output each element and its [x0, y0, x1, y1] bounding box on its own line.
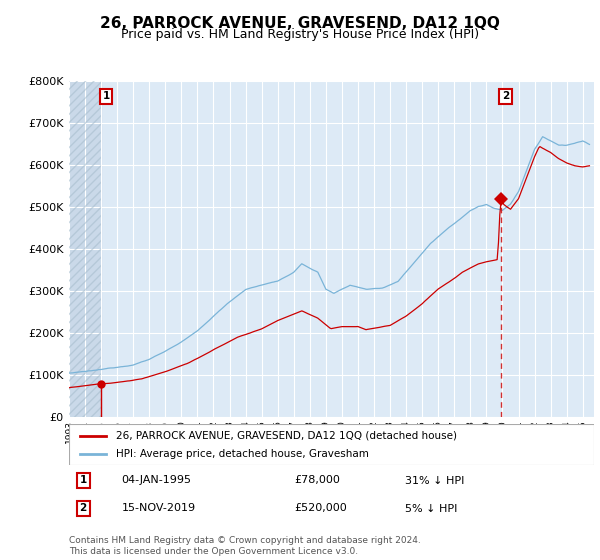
- Text: 2: 2: [79, 503, 87, 514]
- Bar: [69, 81, 101, 417]
- Text: 5% ↓ HPI: 5% ↓ HPI: [405, 503, 457, 514]
- Text: 26, PARROCK AVENUE, GRAVESEND, DA12 1QQ: 26, PARROCK AVENUE, GRAVESEND, DA12 1QQ: [100, 16, 500, 31]
- Bar: [69, 81, 101, 417]
- Text: Price paid vs. HM Land Registry's House Price Index (HPI): Price paid vs. HM Land Registry's House …: [121, 28, 479, 41]
- Text: 15-NOV-2019: 15-NOV-2019: [121, 503, 196, 514]
- Text: 1: 1: [79, 475, 87, 486]
- Text: £78,000: £78,000: [295, 475, 341, 486]
- Text: 1: 1: [103, 91, 110, 101]
- Text: 31% ↓ HPI: 31% ↓ HPI: [405, 475, 464, 486]
- Text: 04-JAN-1995: 04-JAN-1995: [121, 475, 191, 486]
- Text: Contains HM Land Registry data © Crown copyright and database right 2024.
This d: Contains HM Land Registry data © Crown c…: [69, 536, 421, 556]
- Text: £520,000: £520,000: [295, 503, 347, 514]
- Text: HPI: Average price, detached house, Gravesham: HPI: Average price, detached house, Grav…: [116, 449, 369, 459]
- Text: 2: 2: [502, 91, 509, 101]
- Text: 26, PARROCK AVENUE, GRAVESEND, DA12 1QQ (detached house): 26, PARROCK AVENUE, GRAVESEND, DA12 1QQ …: [116, 431, 457, 441]
